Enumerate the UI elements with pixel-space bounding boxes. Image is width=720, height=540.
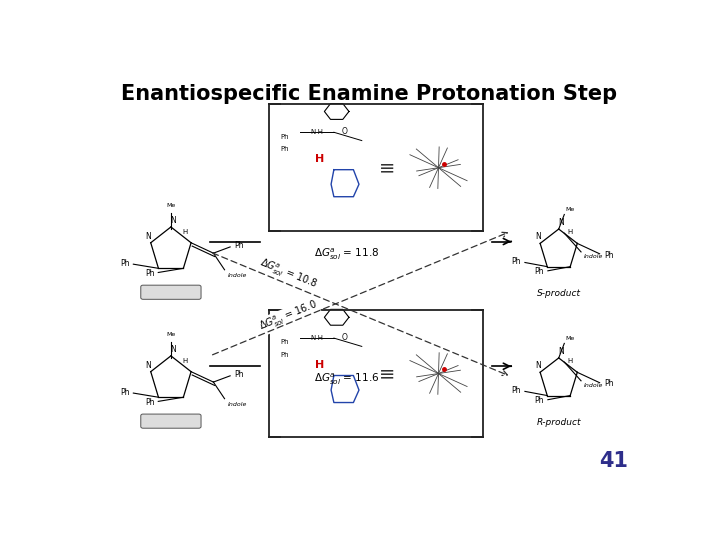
Text: H: H	[567, 358, 572, 365]
Text: Indole: Indole	[228, 402, 247, 407]
Text: Indole: Indole	[228, 273, 247, 278]
Text: N: N	[535, 232, 541, 241]
Text: Ph: Ph	[145, 269, 154, 278]
Text: N: N	[170, 216, 176, 225]
Text: Ph: Ph	[511, 386, 521, 395]
Text: $\Delta G_{sol}^{a}$ = 11.6: $\Delta G_{sol}^{a}$ = 11.6	[314, 371, 379, 387]
Text: ≡: ≡	[379, 364, 396, 383]
Text: H: H	[182, 358, 187, 364]
Text: Ph: Ph	[604, 380, 613, 388]
Text: Ph: Ph	[120, 388, 130, 397]
Text: H: H	[315, 154, 325, 164]
Text: $\Delta G_{sol}^{a}$ = 16.0: $\Delta G_{sol}^{a}$ = 16.0	[258, 298, 320, 335]
Text: Z-enamine I: Z-enamine I	[148, 417, 194, 426]
Text: N: N	[145, 232, 151, 241]
Text: H: H	[567, 230, 572, 235]
Text: H: H	[315, 360, 325, 370]
Text: Enantiospecific Enamine Protonation Step: Enantiospecific Enamine Protonation Step	[121, 84, 617, 104]
Text: Indole: Indole	[584, 254, 603, 259]
Text: O: O	[342, 127, 348, 136]
Text: Me: Me	[565, 336, 575, 341]
Text: Ph: Ph	[281, 352, 289, 358]
Text: Ph: Ph	[534, 396, 544, 405]
FancyBboxPatch shape	[141, 414, 201, 428]
Text: O: O	[342, 333, 348, 342]
Text: Me: Me	[565, 207, 575, 212]
Text: Ph: Ph	[235, 241, 244, 250]
Text: $\Delta G_{sol}^{a}$ = 11.8: $\Delta G_{sol}^{a}$ = 11.8	[314, 246, 379, 262]
FancyBboxPatch shape	[141, 285, 201, 299]
Text: Ph: Ph	[145, 398, 154, 407]
Text: Ph: Ph	[534, 267, 544, 276]
Text: Me: Me	[166, 332, 176, 337]
Text: N: N	[170, 345, 176, 354]
Text: Ph: Ph	[511, 257, 521, 266]
Text: ≡: ≡	[379, 158, 396, 177]
Text: Ph: Ph	[604, 251, 613, 260]
Bar	[260, 310, 492, 437]
Text: N: N	[558, 347, 564, 356]
Text: N: N	[535, 361, 541, 370]
Text: Ph: Ph	[281, 133, 289, 139]
Text: 41: 41	[600, 451, 629, 471]
Text: Ph: Ph	[235, 370, 244, 379]
Text: Ph: Ph	[281, 146, 289, 152]
Text: Ph: Ph	[120, 259, 130, 268]
Text: N-H: N-H	[310, 335, 323, 341]
Text: R-product: R-product	[536, 418, 581, 427]
Text: $\Delta G_{sol}^{a}$ = 10.8: $\Delta G_{sol}^{a}$ = 10.8	[258, 256, 320, 293]
Text: Ph: Ph	[281, 339, 289, 345]
Text: N-H: N-H	[310, 130, 323, 136]
Text: N: N	[145, 361, 151, 369]
Text: N: N	[558, 218, 564, 227]
Bar	[260, 104, 492, 231]
Text: Me: Me	[166, 203, 176, 208]
Text: E-enamine I: E-enamine I	[148, 288, 194, 297]
Text: S-product: S-product	[536, 289, 581, 298]
Text: H: H	[182, 229, 187, 235]
Text: Indole: Indole	[584, 383, 603, 388]
